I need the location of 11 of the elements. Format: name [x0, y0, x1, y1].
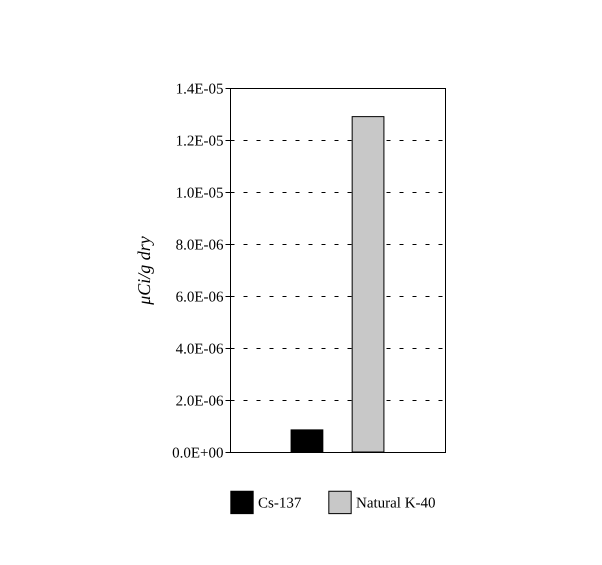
y-axis-title: μCi/g dry	[134, 236, 154, 306]
y-tick-label: 4.0E-06	[176, 342, 224, 358]
y-tick-label: 8.0E-06	[176, 238, 224, 254]
y-tick-label: 1.0E-05	[176, 186, 224, 202]
y-tick-label: 2.0E-06	[176, 394, 224, 410]
y-tick-label: 1.4E-05	[176, 82, 224, 98]
legend-label: Natural K-40	[356, 495, 436, 512]
legend-label: Cs-137	[258, 495, 302, 512]
y-tick-label: 6.0E-06	[176, 290, 224, 306]
y-tick-label: 0.0E+00	[172, 446, 224, 462]
y-tick-label: 1.2E-05	[176, 134, 224, 150]
